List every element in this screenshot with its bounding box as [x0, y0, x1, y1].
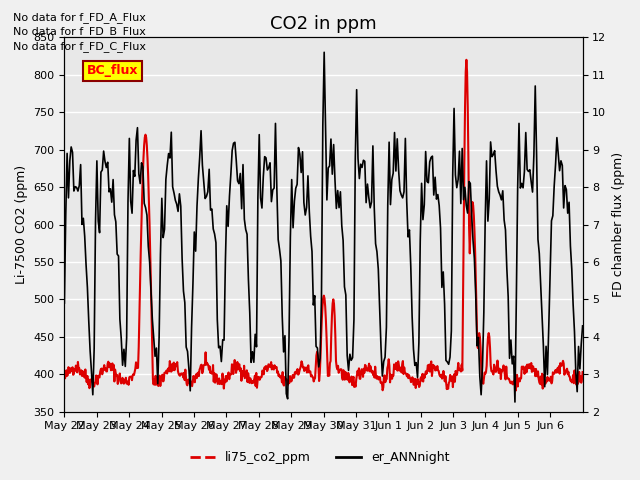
- Y-axis label: FD chamber flux (ppm): FD chamber flux (ppm): [612, 152, 625, 297]
- Title: CO2 in ppm: CO2 in ppm: [270, 15, 377, 33]
- Text: No data for f_FD_A_Flux: No data for f_FD_A_Flux: [13, 12, 146, 23]
- Legend: li75_co2_ppm, er_ANNnight: li75_co2_ppm, er_ANNnight: [186, 446, 454, 469]
- Text: No data for f_FD_B_Flux: No data for f_FD_B_Flux: [13, 26, 146, 37]
- Y-axis label: Li-7500 CO2 (ppm): Li-7500 CO2 (ppm): [15, 165, 28, 284]
- Text: No data for f_FD_C_Flux: No data for f_FD_C_Flux: [13, 41, 146, 52]
- Text: BC_flux: BC_flux: [86, 64, 138, 77]
